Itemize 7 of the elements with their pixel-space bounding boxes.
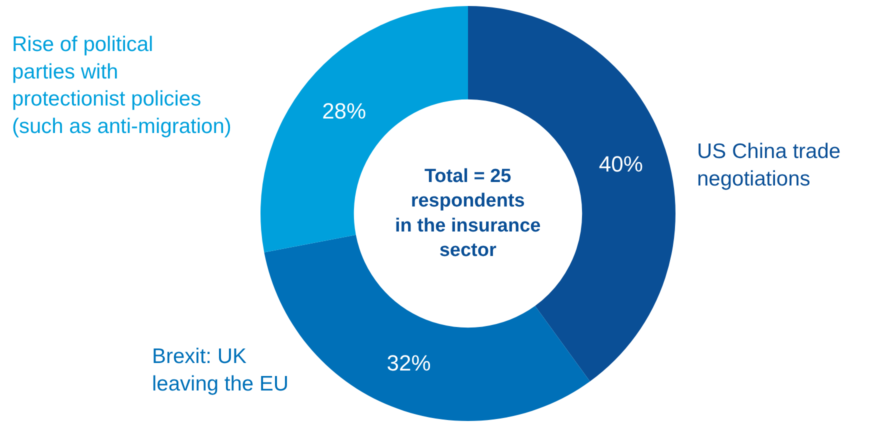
data-label: 28% bbox=[322, 98, 366, 124]
slice-label: Rise of political parties with protectionist policies (such as anti-migration) bbox=[12, 33, 232, 138]
text: Total = 25 respondents in the insurance sector bbox=[395, 166, 541, 262]
data-label: 32% bbox=[386, 350, 431, 376]
slice-label: US China trade negotiations bbox=[697, 140, 841, 190]
data-label: 40% bbox=[598, 151, 643, 176]
slice-label: Brexit: UK leaving the EU bbox=[152, 345, 289, 396]
